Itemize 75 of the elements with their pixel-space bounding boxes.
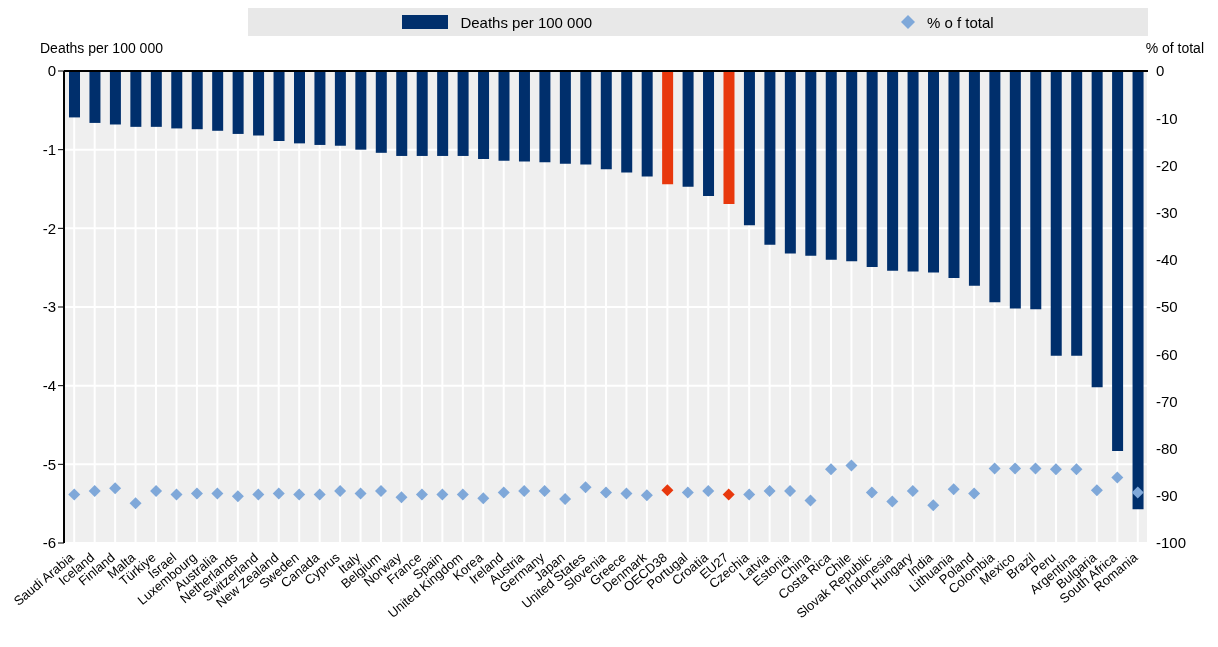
point xyxy=(865,486,878,499)
point xyxy=(231,490,244,503)
point xyxy=(477,492,490,505)
point xyxy=(968,487,981,500)
point xyxy=(927,499,940,512)
point xyxy=(272,487,285,500)
y2-tick-label: -20 xyxy=(1156,156,1178,174)
y-tick-label: -3 xyxy=(42,298,56,316)
point xyxy=(313,488,326,501)
point xyxy=(804,494,817,507)
point xyxy=(68,488,81,501)
point xyxy=(109,482,122,495)
y-tick-label: -4 xyxy=(42,376,56,394)
point xyxy=(354,487,367,500)
y-tick-label: -2 xyxy=(42,219,56,237)
point xyxy=(252,488,265,501)
point xyxy=(702,485,715,498)
point xyxy=(334,485,347,498)
y-tick-label: -5 xyxy=(42,455,56,473)
legend-label: % o f total xyxy=(926,13,994,31)
y2-tick-label: -90 xyxy=(1156,487,1178,505)
point xyxy=(988,462,1001,475)
point xyxy=(1049,463,1062,476)
y-tick-label: -6 xyxy=(42,534,56,552)
point xyxy=(681,486,694,499)
y-axis-title: Deaths per 100 000 xyxy=(40,40,163,56)
point xyxy=(784,485,797,498)
point xyxy=(375,485,388,498)
point xyxy=(661,484,674,497)
point xyxy=(436,488,449,501)
point xyxy=(1009,462,1022,475)
point xyxy=(129,497,142,510)
point xyxy=(293,488,306,501)
point xyxy=(1070,463,1083,476)
point xyxy=(906,485,919,498)
point xyxy=(415,488,428,501)
point xyxy=(559,493,572,506)
point xyxy=(1111,471,1124,484)
point xyxy=(824,463,837,476)
y2-tick-label: -40 xyxy=(1156,251,1178,269)
point xyxy=(620,487,633,500)
y2-tick-label: -60 xyxy=(1156,345,1178,363)
y2-tick-label: -100 xyxy=(1156,534,1187,552)
point xyxy=(1090,484,1103,497)
legend-label: Deaths per 100 000 xyxy=(460,13,593,31)
point xyxy=(190,487,203,500)
point xyxy=(456,488,469,501)
y2-tick-label: -50 xyxy=(1156,298,1178,316)
y2-tick-label: -30 xyxy=(1156,203,1178,221)
point xyxy=(497,486,510,499)
point xyxy=(743,488,756,501)
point xyxy=(1131,486,1144,499)
point xyxy=(150,485,163,498)
point xyxy=(640,489,653,502)
point xyxy=(722,488,735,501)
point xyxy=(211,487,224,500)
y-tick-label: -1 xyxy=(42,140,56,158)
point xyxy=(538,485,551,498)
point xyxy=(947,483,960,496)
point xyxy=(1029,462,1042,475)
point xyxy=(845,459,858,472)
point xyxy=(170,488,183,501)
y2-tick-label: -80 xyxy=(1156,439,1178,457)
point xyxy=(395,491,408,504)
point xyxy=(88,485,101,498)
y2-tick-label: -10 xyxy=(1156,109,1178,127)
y2-tick-label: -70 xyxy=(1156,392,1178,410)
y-tick-label: 0 xyxy=(47,62,56,80)
point xyxy=(600,486,612,499)
point xyxy=(579,481,592,494)
point xyxy=(518,485,531,498)
point xyxy=(886,495,899,508)
point xyxy=(763,485,776,498)
y2-tick-label: 0 xyxy=(1156,62,1165,80)
y2-axis-title: % of total xyxy=(1145,40,1204,56)
